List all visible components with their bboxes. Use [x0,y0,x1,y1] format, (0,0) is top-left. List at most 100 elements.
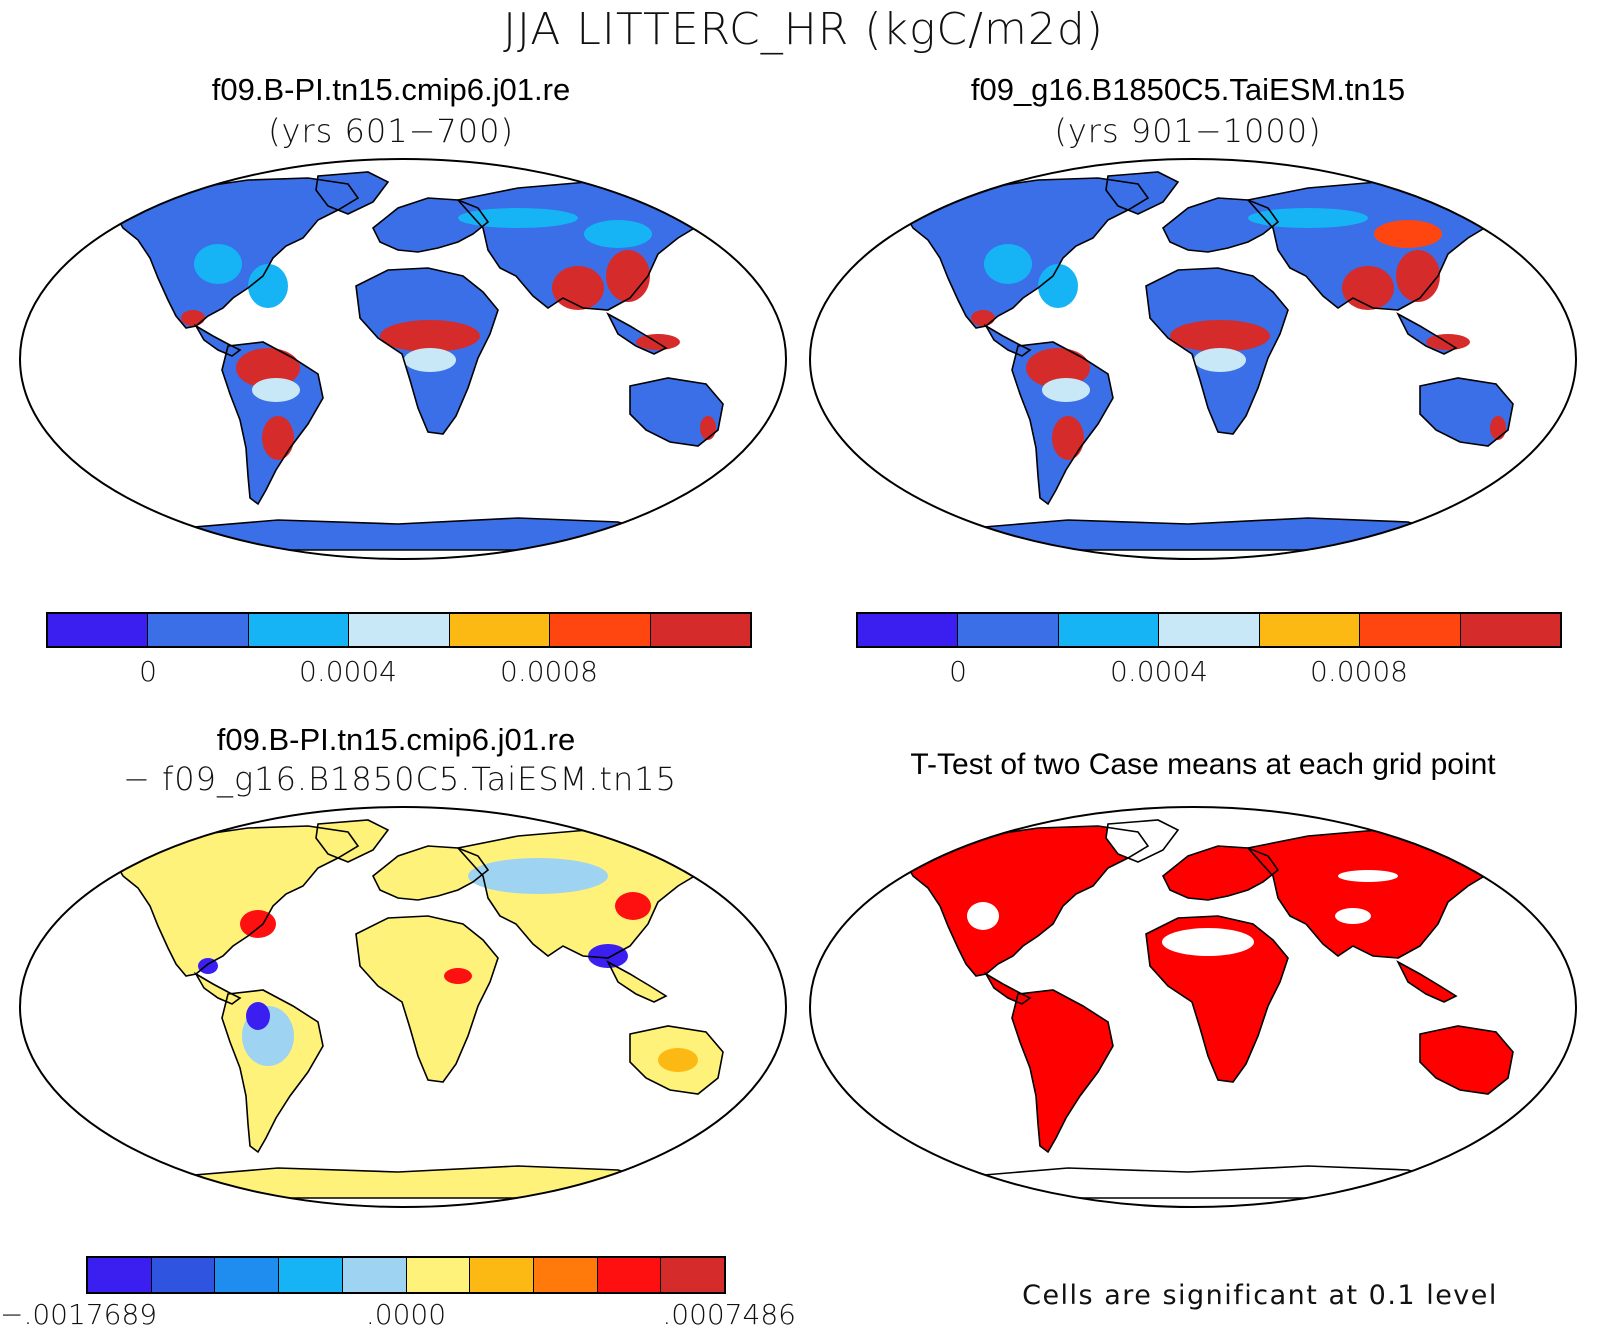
land-europe [1163,846,1278,900]
map-frame [809,158,1577,560]
land-africa [1146,916,1288,1082]
coast-southAmerica [221,341,324,506]
coast-northAmerica [901,825,1150,977]
land-europe [373,198,488,252]
diff-colorbar-swatch-1 [151,1258,216,1292]
diff-tick-2: .0007486 [662,1298,796,1331]
blob-central-africa [1194,348,1246,372]
coast-centralAmerica [983,323,1032,357]
coast-africa [1145,915,1289,1083]
coast-australia [629,377,724,447]
land-antarctica [158,518,658,550]
coast-africa [355,915,499,1083]
coast-centralAmerica [983,971,1032,1005]
diff-tick-0-prefix: − [0,1298,24,1331]
land-australia [630,378,723,446]
coast-australia [629,1025,724,1095]
blob-amazon [236,348,300,388]
map-content [809,158,1577,560]
coast-europe [371,197,490,253]
blob-china-red [615,892,651,920]
case1-colorbar-swatch-6 [650,614,750,646]
case2-tick-1: 0.0004 [1110,655,1208,688]
diff-colorbar-swatch-5 [406,1258,471,1292]
blob-india [1342,266,1394,310]
case2-subtitle: (yrs 901−1000) [1054,112,1322,150]
case1-tick-2: 0.0008 [500,655,598,688]
diff-colorbar-swatch-6 [470,1258,534,1292]
blob-indonesia [1426,334,1470,350]
land-antarctica [158,1166,658,1198]
coast-northAmerica [901,177,1150,329]
diff-colorbar-swatch-9 [661,1258,725,1292]
diff-map [19,806,787,1208]
significance-note: Cells are significant at 0.1 level [1022,1280,1498,1311]
coast-centralAmerica [193,971,242,1005]
coast-antarctica [155,1165,660,1199]
diff-colorbar-swatch-4 [342,1258,407,1292]
case1-colorbar-swatch-0 [48,614,149,646]
coast-northAmerica [111,825,360,977]
land-antarctica [948,518,1448,550]
coast-southAmerica [1011,989,1114,1154]
coast-centralAmerica [193,323,242,357]
blob-south-amazon [252,378,300,402]
case2-colorbar-swatch-3 [1159,614,1260,646]
case2-colorbar-swatch-2 [1058,614,1160,646]
case1-colorbar [46,612,752,648]
blob-eurasia-band [458,208,578,228]
land-seAsia [608,962,666,1002]
blob-sahel [1170,320,1270,352]
case2-colorbar [856,612,1562,648]
map-frame [19,806,787,1208]
land-northAmerica [903,826,1148,976]
coast-europe [1161,197,1280,253]
blob-china [606,250,650,302]
map-content [19,158,787,560]
blob-east-us [1038,264,1078,308]
coast-seAsia [606,960,668,1003]
figure-title: JJA LITTERC_HR (kgC/m2d) [503,4,1104,55]
land-australia [1420,1026,1513,1094]
case2-tick-0: 0 [949,655,967,688]
coast-southAmerica [1011,341,1114,506]
land-antarctica [948,1166,1448,1198]
land-europe [373,846,488,900]
case1-subtitle: (yrs 601−700) [268,112,514,150]
blob-eurasia-band [1248,208,1368,228]
blob-parana [1052,416,1084,460]
blob-sahel [380,320,480,352]
case1-colorbar-swatch-3 [349,614,450,646]
blob-south-amazon [1042,378,1090,402]
blob-parana [262,416,294,460]
blob-central-africa [404,348,456,372]
blob-east-australia [1490,416,1506,440]
diff-tick-1: .0000 [365,1298,447,1331]
case1-colorbar-swatch-5 [550,614,651,646]
coast-africa [1145,267,1289,435]
blob-eastafrica-red [444,968,472,984]
land-africa [356,916,498,1082]
blob-central-us [194,244,242,284]
case2-map [809,158,1577,560]
coast-africa [355,267,499,435]
coast-greenland [1105,171,1180,215]
diff-title: f09.B-PI.tn15.cmip6.j01.re [216,722,576,757]
blob-mexico [181,310,205,326]
blob-amazon-deep [246,1002,270,1030]
coast-australia [1419,1025,1514,1095]
coast-australia [1419,377,1514,447]
map-frame [809,806,1577,1208]
coast-greenland [315,171,390,215]
diff-colorbar-swatch-8 [597,1258,662,1292]
coast-antarctica [155,517,660,551]
diff-colorbar-swatch-0 [88,1258,152,1292]
blob-siberia-nonsig [1338,870,1398,882]
coast-antarctica [945,1165,1450,1199]
coast-greenland [315,819,390,863]
case1-tick-1: 0.0004 [299,655,397,688]
blob-australia-orange [658,1048,698,1072]
land-seAsia [1398,962,1456,1002]
blob-siberia [1374,220,1442,248]
case1-map [19,158,787,560]
